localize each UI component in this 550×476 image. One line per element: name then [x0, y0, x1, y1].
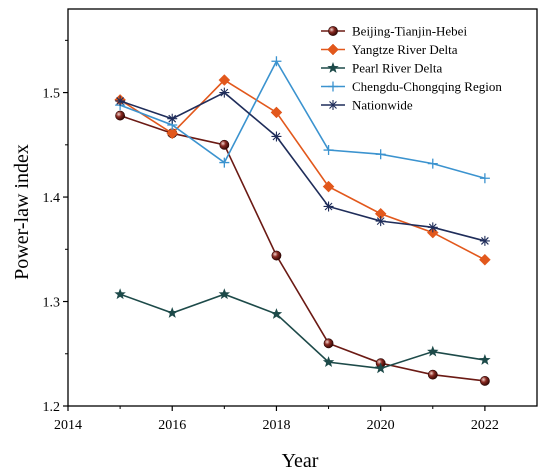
data-point	[219, 139, 230, 150]
data-point	[270, 106, 283, 119]
x-tick-label: 2022	[471, 418, 499, 433]
series-line	[119, 293, 486, 370]
series-pearl-river-delta	[114, 288, 491, 374]
data-point	[375, 149, 386, 160]
y-tick-label: 1.4	[43, 191, 61, 206]
y-tick-label: 1.5	[43, 87, 61, 102]
x-tick-label: 2018	[262, 418, 290, 433]
series-yangtze-river-delta	[114, 74, 491, 266]
data-point	[271, 56, 282, 67]
data-point	[219, 87, 230, 98]
legend-item: Beijing-Tianjin-Hebei	[321, 24, 467, 39]
y-tick-label: 1.3	[43, 296, 61, 311]
data-point	[479, 235, 490, 246]
data-point	[219, 157, 230, 168]
legend-item: Pearl River Delta	[321, 61, 442, 76]
data-point	[167, 113, 178, 124]
data-point	[374, 362, 387, 374]
legend-label: Beijing-Tianjin-Hebei	[352, 24, 467, 39]
legend-item: Nationwide	[321, 98, 413, 113]
data-point	[115, 110, 126, 121]
data-point	[166, 127, 179, 140]
x-tick-label: 2014	[54, 418, 82, 433]
series-line	[119, 114, 485, 382]
data-point	[270, 308, 283, 319]
data-point	[479, 354, 491, 365]
legend-marker	[328, 26, 338, 36]
data-point	[375, 216, 386, 227]
data-point	[218, 288, 231, 300]
legend-label: Chengdu-Chongqing Region	[352, 79, 502, 94]
data-point	[218, 74, 231, 86]
legend-label: Nationwide	[352, 98, 413, 113]
axes: 2014 2016 2018 2020 2022 1.2 1.3 1.4 1.5	[43, 8, 538, 433]
series-nationwide	[115, 87, 490, 246]
series-chengdu-chongqing-region	[115, 56, 490, 184]
legend-marker	[327, 62, 339, 73]
data-point	[271, 250, 282, 261]
y-axis-title: Power-law index	[11, 144, 33, 280]
x-tick-label: 2016	[158, 418, 186, 433]
data-point	[114, 288, 126, 300]
series-layer	[114, 56, 491, 386]
x-axis-title: Year	[282, 450, 319, 472]
series-line	[119, 91, 486, 242]
data-point	[322, 180, 335, 193]
series-beijing-tianjin-hebei	[115, 110, 490, 386]
data-point	[323, 145, 334, 156]
legend-marker	[328, 100, 338, 110]
plot-frame	[67, 8, 538, 407]
legend-marker	[328, 81, 338, 92]
data-point	[479, 173, 490, 184]
x-tick-label: 2020	[367, 418, 395, 433]
legend-marker	[327, 43, 339, 56]
series-line	[119, 79, 486, 261]
y-tick-label: 1.2	[43, 400, 61, 415]
data-point	[271, 131, 282, 142]
data-point	[115, 95, 126, 106]
data-point	[323, 201, 334, 212]
data-point	[323, 338, 334, 349]
legend-label: Pearl River Delta	[352, 61, 442, 76]
data-point	[427, 158, 438, 169]
data-point	[166, 307, 178, 318]
legend-item: Chengdu-Chongqing Region	[321, 79, 502, 94]
data-point	[479, 253, 491, 266]
data-point	[479, 376, 490, 386]
data-point	[427, 222, 438, 233]
legend-item: Yangtze River Delta	[321, 42, 458, 57]
data-point	[427, 369, 438, 380]
data-point	[427, 345, 439, 357]
data-point	[322, 356, 335, 367]
legend: Beijing-Tianjin-Hebei Yangtze River Delta…	[321, 24, 502, 113]
legend-label: Yangtze River Delta	[352, 42, 458, 57]
series-line	[119, 59, 486, 180]
